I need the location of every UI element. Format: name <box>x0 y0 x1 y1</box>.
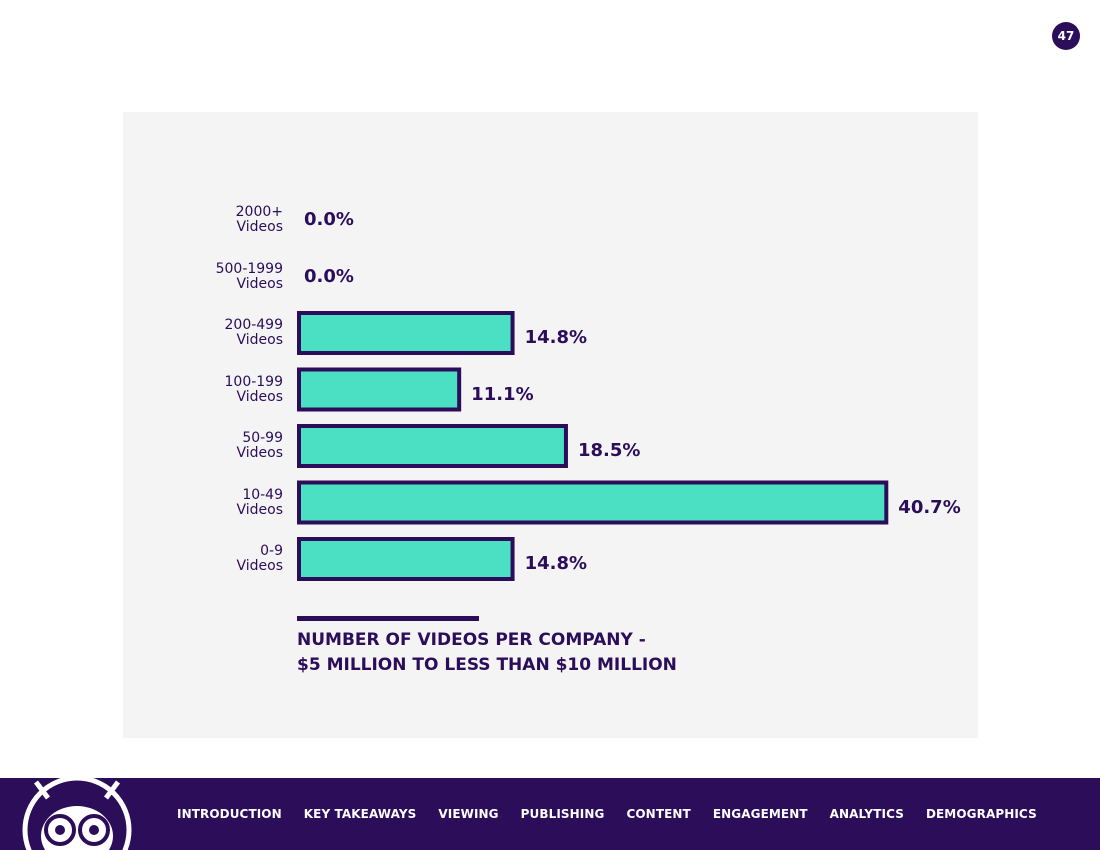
robot-mascot-icon <box>22 778 132 850</box>
bar-3 <box>297 367 462 412</box>
nav-demographics[interactable]: DEMOGRAPHICS <box>925 807 1037 821</box>
chart-title-line1: NUMBER OF VIDEOS PER COMPANY - <box>297 630 646 650</box>
category-label-5: 10-49 Videos <box>236 486 283 518</box>
footer-nav-bar: INTRODUCTION KEY TAKEAWAYS VIEWING PUBLI… <box>0 778 1100 850</box>
nav-content[interactable]: CONTENT <box>626 807 691 821</box>
category-label-0: 2000+ Videos <box>235 204 283 235</box>
value-label-5: 40.7% <box>898 496 961 518</box>
page-number-badge: 47 <box>1052 22 1080 50</box>
bar-6 <box>297 537 515 581</box>
value-label-6: 14.8% <box>524 553 588 574</box>
chart-title-line2: $5 MILLION TO LESS THAN $10 MILLION <box>297 655 677 675</box>
bar-4 <box>297 424 568 468</box>
category-label-4: 50-99 Videos <box>236 430 283 461</box>
value-label-1: 0.0% <box>304 265 354 287</box>
bar-5 <box>297 480 889 525</box>
bar-chart <box>297 311 889 581</box>
value-label-3: 11.1% <box>471 383 534 405</box>
value-label-4: 18.5% <box>577 440 641 461</box>
bar-2 <box>297 311 515 355</box>
nav-key-takeaways[interactable]: KEY TAKEAWAYS <box>303 807 417 821</box>
category-label-2: 200-499 Videos <box>224 317 284 348</box>
category-label-1: 500-1999 Videos <box>215 260 283 292</box>
category-label-6: 0-9 Videos <box>236 543 283 574</box>
category-label-3: 100-199 Videos <box>224 373 284 405</box>
nav-engagement[interactable]: ENGAGEMENT <box>712 807 808 821</box>
nav-viewing[interactable]: VIEWING <box>438 807 499 821</box>
value-label-2: 14.8% <box>524 327 588 348</box>
nav-analytics[interactable]: ANALYTICS <box>829 807 904 821</box>
value-label-0: 0.0% <box>304 209 354 230</box>
caption-rule <box>297 616 479 621</box>
chart-title: NUMBER OF VIDEOS PER COMPANY - $5 MILLIO… <box>297 628 817 678</box>
footer-nav: INTRODUCTION KEY TAKEAWAYS VIEWING PUBLI… <box>177 778 1037 850</box>
nav-publishing[interactable]: PUBLISHING <box>520 807 605 821</box>
nav-introduction[interactable]: INTRODUCTION <box>177 807 282 821</box>
